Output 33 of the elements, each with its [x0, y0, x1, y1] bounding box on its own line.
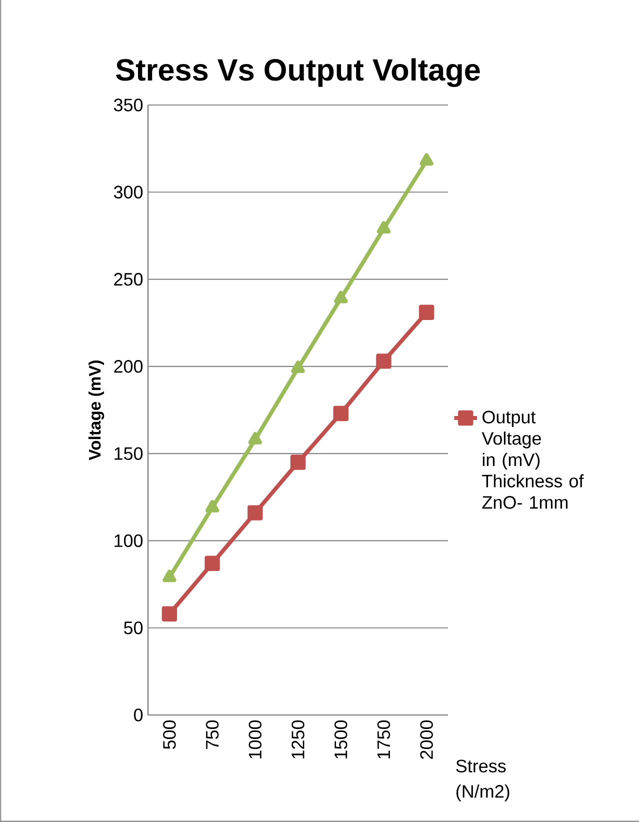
- y-tick-label: 250: [114, 272, 143, 286]
- point: [162, 570, 176, 582]
- point: [291, 360, 305, 373]
- point: [376, 354, 392, 369]
- point: [376, 221, 391, 234]
- point: [204, 556, 220, 571]
- point: [333, 406, 348, 422]
- chart-title: Stress Vs Output Voltage: [116, 58, 480, 87]
- legend-label: Output Voltage in (mV) Thickness of ZnO- 1mm: [482, 410, 584, 509]
- y-tick-label: 350: [114, 98, 143, 112]
- x-tick-label: 500: [163, 720, 176, 750]
- y-tick-label: 150: [114, 447, 143, 460]
- x-tick-label: 1500: [334, 720, 348, 758]
- y-tick-label: 100: [114, 534, 143, 548]
- point: [162, 606, 178, 622]
- y-tick-label: 50: [124, 621, 143, 634]
- x-tick-label: 1250: [292, 720, 304, 758]
- y-axis-title: Voltage (mV): [88, 360, 104, 460]
- point: [334, 290, 348, 304]
- point: [418, 304, 434, 320]
- x-tick-label: 1000: [248, 720, 262, 758]
- x-tick-label: 2000: [420, 720, 433, 759]
- y-tick-label: 300: [114, 186, 143, 199]
- y-tick-label: 0: [134, 708, 143, 722]
- point: [290, 454, 306, 470]
- point: [205, 500, 220, 512]
- x-tick-label: 1750: [377, 720, 390, 758]
- point: [420, 153, 434, 166]
- x-axis-title: Stress (N/m2): [456, 760, 510, 802]
- point: [248, 505, 263, 520]
- x-tick-label: 750: [206, 720, 219, 749]
- y-tick-label: 200: [114, 360, 143, 373]
- point: [248, 432, 262, 444]
